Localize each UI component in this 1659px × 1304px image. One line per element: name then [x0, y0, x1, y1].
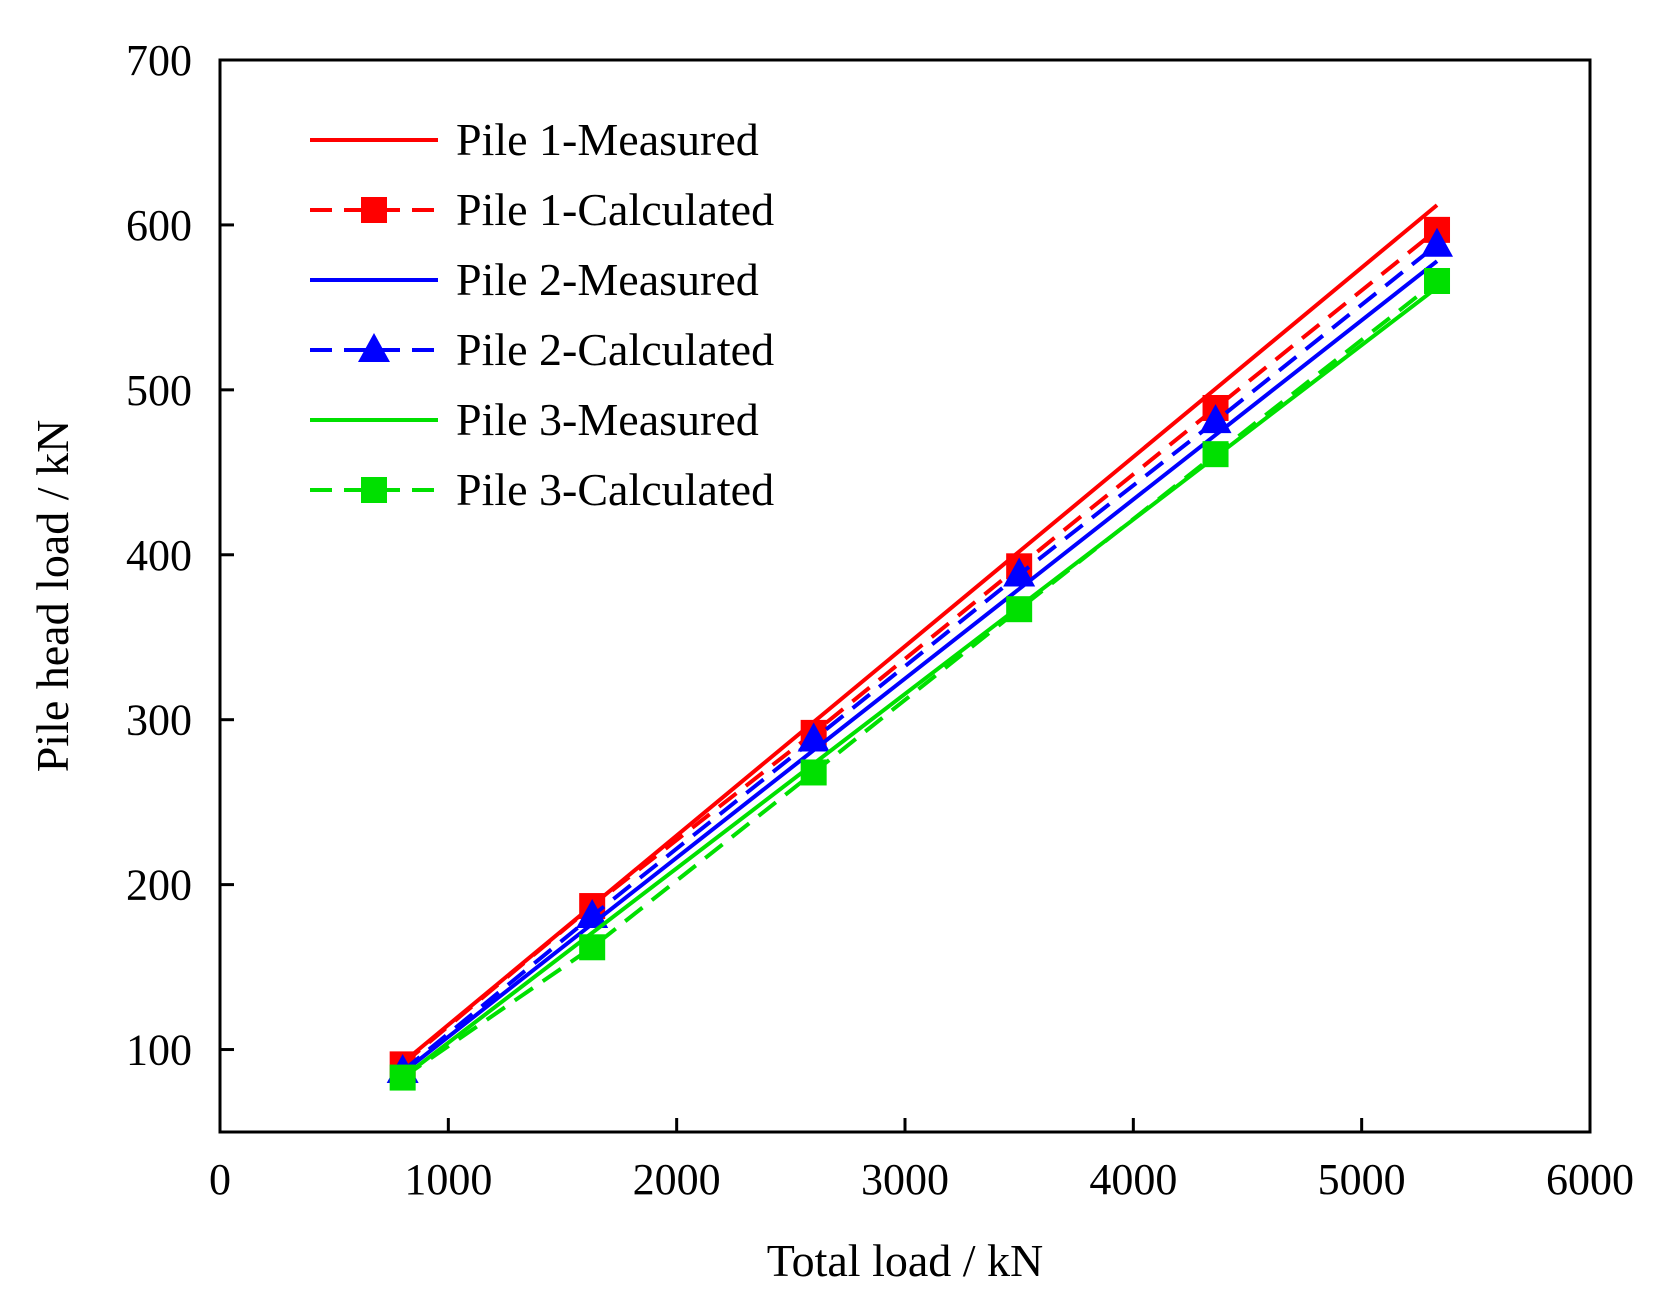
legend: Pile 1-Measured Pile 1-Calculated Pile 2-M… — [310, 114, 774, 515]
series-pile-3-calculated — [389, 267, 1451, 1091]
series-pile-2-measured — [401, 259, 1439, 1075]
series-line-pile-3-calculated — [401, 279, 1439, 1080]
x-tick-label: 1000 — [404, 1155, 492, 1204]
x-tick-label: 6000 — [1546, 1155, 1634, 1204]
legend-entry: Pile 2-Measured — [310, 254, 759, 305]
y-tick-label: 500 — [126, 366, 192, 415]
x-tick-label: 2000 — [633, 1155, 721, 1204]
y-axis-title: Pile head load / kN — [27, 420, 78, 773]
legend-entry: Pile 1-Calculated — [310, 184, 774, 235]
legend-entry: Pile 2-Calculated — [310, 324, 774, 375]
data-point-pile-3-calculated — [1424, 267, 1451, 294]
series-layer — [386, 203, 1454, 1091]
legend-label: Pile 1-Measured — [456, 114, 759, 165]
legend-entry: Pile 3-Measured — [310, 394, 759, 445]
data-point-pile-2-calculated — [1421, 227, 1454, 257]
x-axis-title: Total load / kN — [767, 1235, 1044, 1286]
legend-entry: Pile 3-Calculated — [310, 464, 774, 515]
legend-swatch-marker — [361, 477, 387, 503]
series-line-pile-2-calculated — [401, 243, 1439, 1073]
legend-label: Pile 2-Measured — [456, 254, 759, 305]
data-point-pile-3-calculated — [389, 1064, 416, 1091]
y-tick-label: 700 — [126, 36, 192, 85]
y-tick-label: 100 — [126, 1026, 192, 1075]
legend-label: Pile 2-Calculated — [456, 324, 774, 375]
legend-label: Pile 3-Calculated — [456, 464, 774, 515]
data-point-pile-3-calculated — [1006, 596, 1033, 623]
y-tick-label: 300 — [126, 696, 192, 745]
series-pile-3-measured — [401, 286, 1439, 1080]
series-line-pile-2-measured — [401, 259, 1439, 1075]
legend-swatch-marker — [361, 197, 387, 223]
data-point-pile-2-calculated — [1199, 404, 1232, 434]
x-tick-label: 3000 — [861, 1155, 949, 1204]
y-tick-label: 600 — [126, 201, 192, 250]
data-point-pile-3-calculated — [579, 934, 606, 961]
x-tick-label: 5000 — [1318, 1155, 1406, 1204]
legend-label: Pile 1-Calculated — [456, 184, 774, 235]
legend-swatch-marker — [358, 333, 390, 362]
x-tick-label: 4000 — [1089, 1155, 1177, 1204]
legend-entry: Pile 1-Measured — [310, 114, 759, 165]
ticks-layer: 0 1000 2000 3000 4000 5000 6000 100 200 300 400 500… — [126, 36, 1634, 1204]
y-tick-label: 400 — [126, 531, 192, 580]
data-point-pile-3-calculated — [800, 759, 827, 786]
series-line-pile-1-calculated — [401, 228, 1439, 1066]
data-point-pile-3-calculated — [1202, 441, 1229, 468]
y-tick-label: 200 — [126, 861, 192, 910]
series-line-pile-3-measured — [401, 286, 1439, 1080]
data-point-pile-2-calculated — [576, 898, 609, 928]
x-tick-label: 0 — [209, 1155, 231, 1204]
data-point-pile-2-calculated — [1003, 557, 1036, 587]
data-point-pile-2-calculated — [797, 722, 830, 752]
plot-frame — [218, 58, 1592, 1134]
legend-label: Pile 3-Measured — [456, 394, 759, 445]
